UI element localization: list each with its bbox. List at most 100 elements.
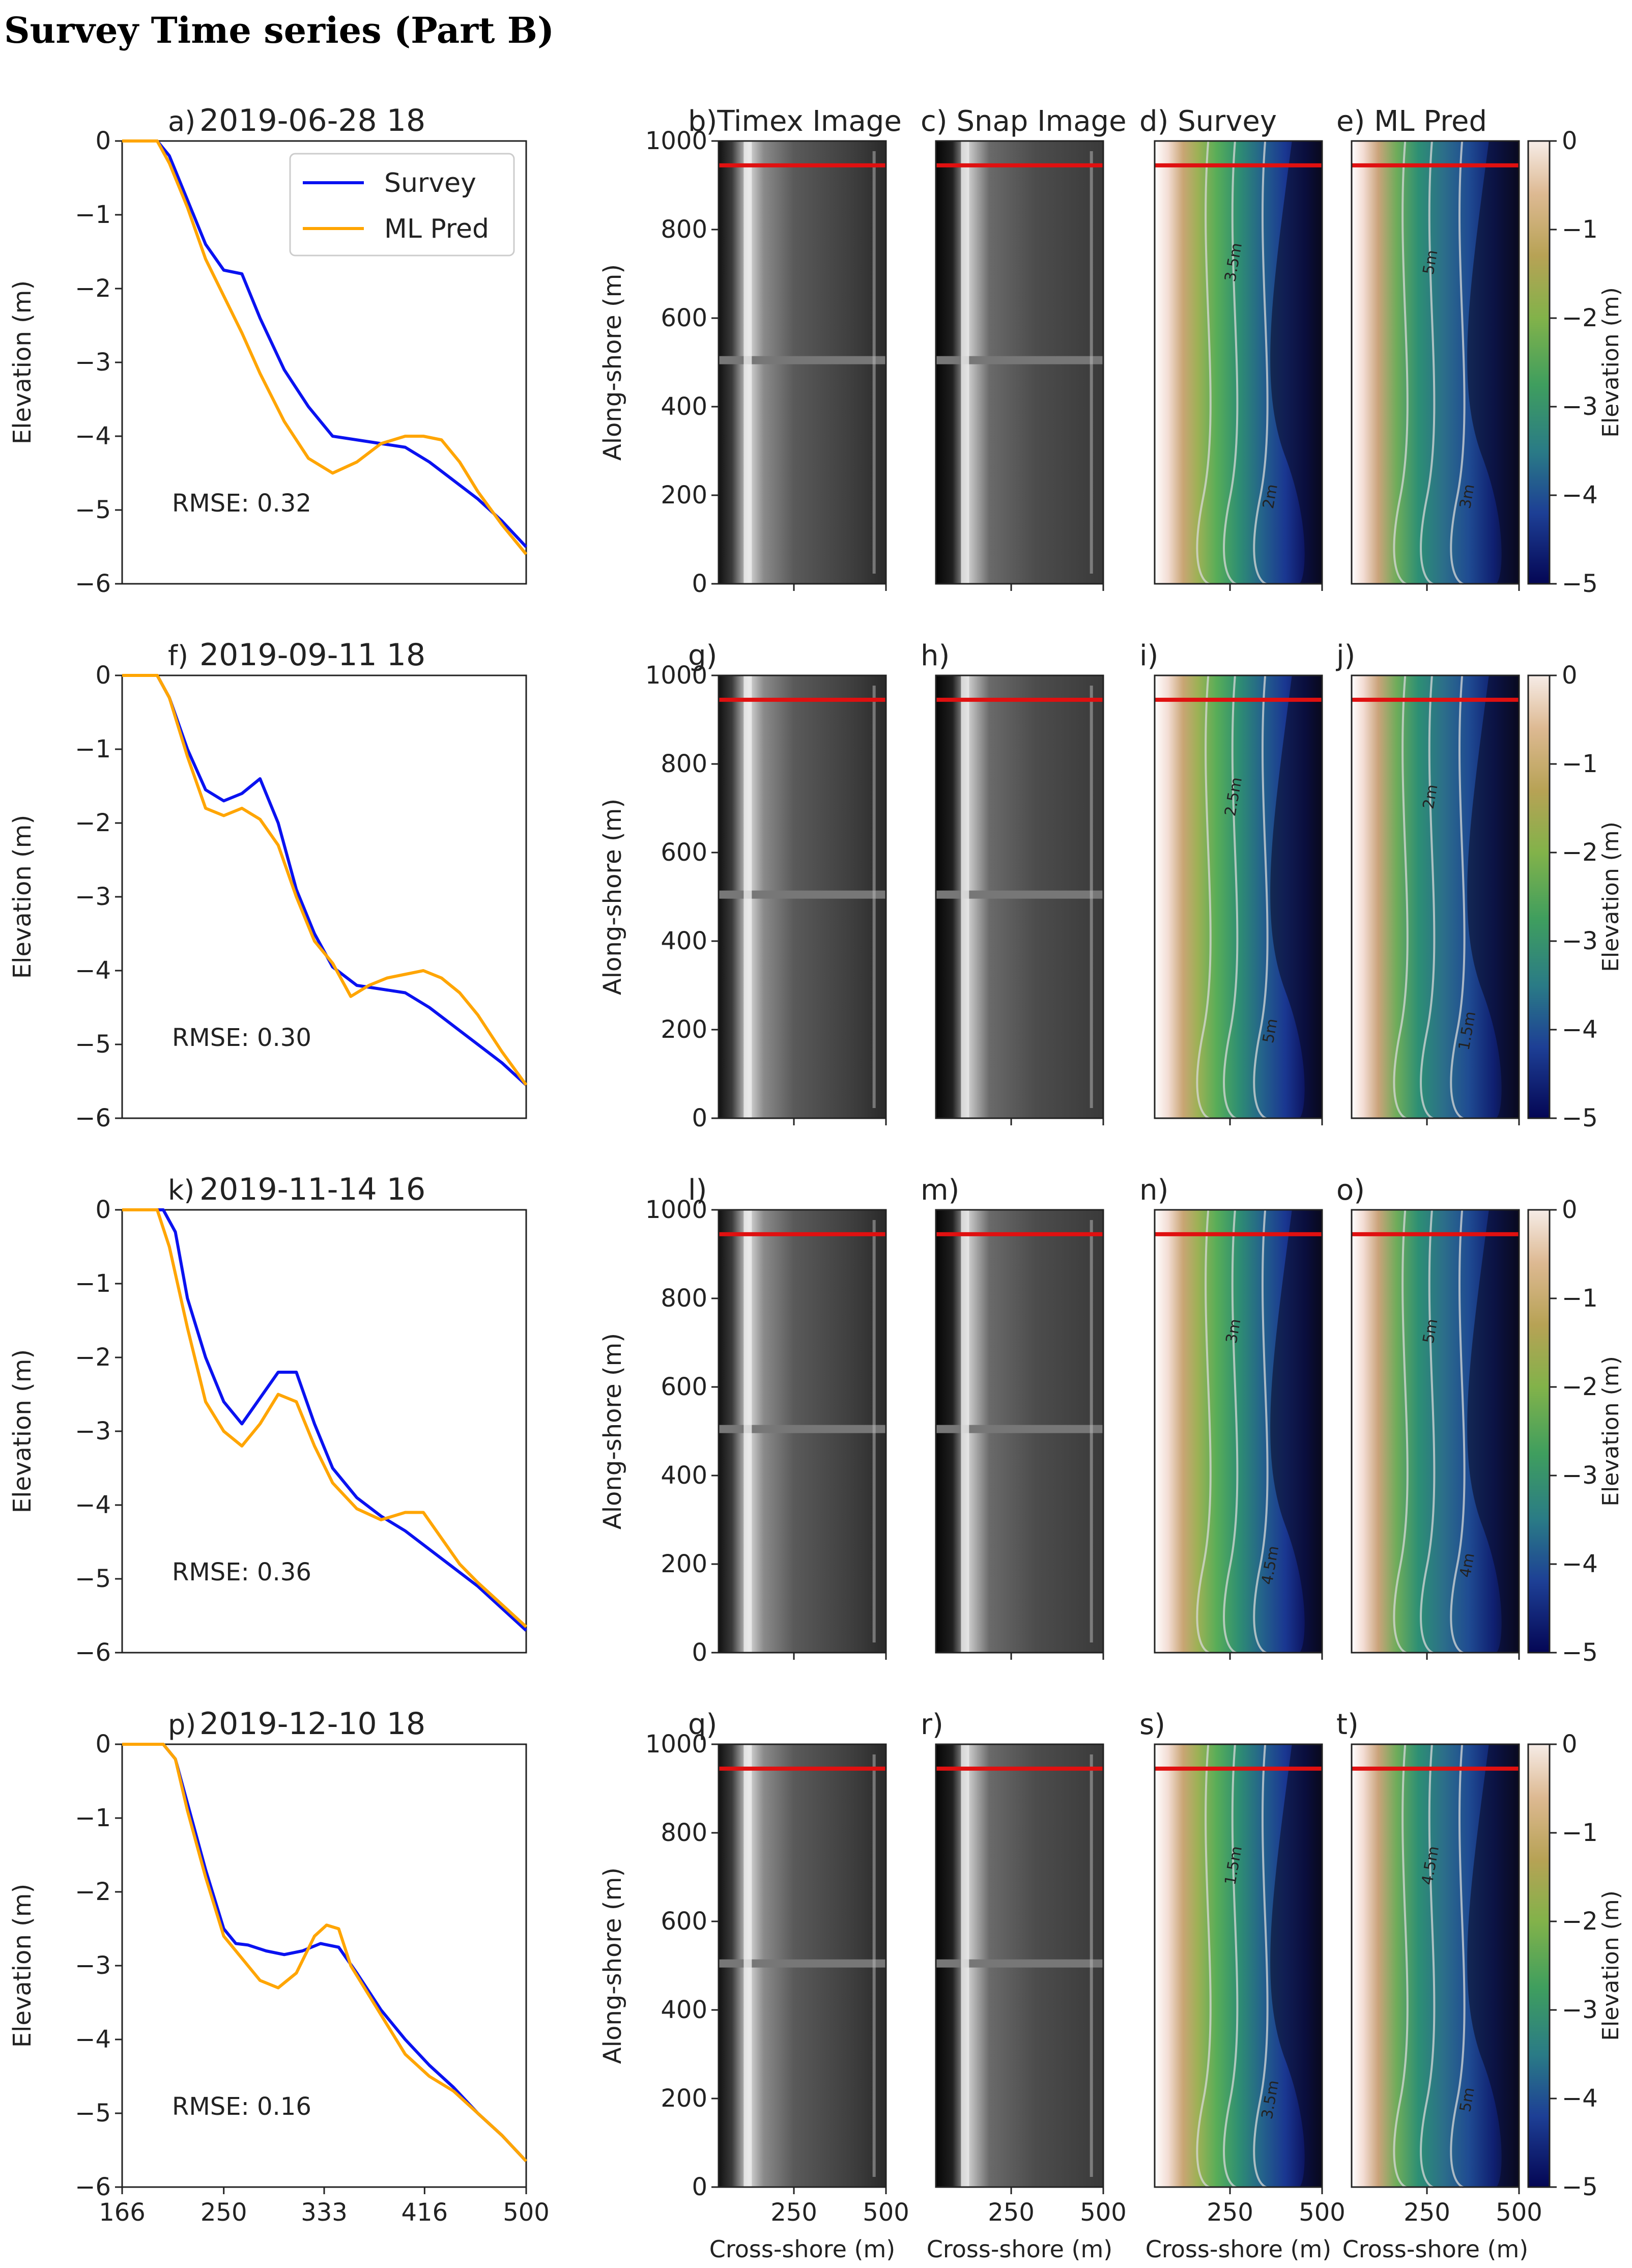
image-title: i) <box>1139 639 1158 672</box>
pier-line <box>936 1959 1103 1968</box>
pier-line <box>936 890 1103 899</box>
y-tick-label: 0 <box>95 1730 111 1759</box>
deep-water-zone <box>1467 141 1519 584</box>
image-frame <box>1351 1209 1520 1654</box>
profile-plot: a) 2019-06-28 18 0 −1 −2 −3 −4 −5 −6 Elevation (m… <box>8 103 528 598</box>
contour-line <box>1223 675 1239 1120</box>
shoreline-strip <box>743 675 752 1118</box>
timex-image-panel: b)Timex Image <box>688 105 902 591</box>
colorbar-tick-label: −5 <box>1562 1638 1598 1667</box>
cross-shore-label: Cross-shore (m) <box>1146 2235 1331 2263</box>
ml-pred-line <box>122 674 528 1086</box>
panel-title: 2019-11-14 16 <box>199 1172 425 1207</box>
image-y-tick-label: 400 <box>661 927 707 955</box>
image-frame <box>1154 1743 1323 2188</box>
y-tick-label: −4 <box>75 956 111 985</box>
image-frame <box>935 674 1104 1119</box>
image-x-tick-label: 500 <box>1496 2198 1542 2227</box>
image-title: g) <box>688 639 717 672</box>
colorbar-label: Elevation (m) <box>1598 287 1624 438</box>
image-title: o) <box>1336 1174 1365 1207</box>
y-tick-label: −1 <box>75 735 111 763</box>
colorbar-ramp <box>1527 140 1551 585</box>
pier-line <box>719 1425 886 1433</box>
colorbar: 0 −1 −2 −3 −4 −5 Elevation (m) <box>1527 1730 1624 2201</box>
contour-line <box>1420 140 1436 585</box>
deep-water-zone <box>1467 1744 1519 2187</box>
image-edge-marks <box>1090 151 1093 574</box>
image-frame <box>718 140 887 585</box>
contour-line <box>1253 140 1269 585</box>
contour-line <box>1450 675 1466 1120</box>
image-y-tick-label: 200 <box>661 1015 707 1044</box>
colorbar-label: Elevation (m) <box>1598 821 1624 972</box>
y-tick-label: −2 <box>75 1343 111 1372</box>
image-title: m) <box>921 1174 959 1207</box>
image-y-tick-label: 400 <box>661 1996 707 2024</box>
colorbar-tick-label: 0 <box>1562 1196 1578 1224</box>
image-frame <box>935 1743 1104 2188</box>
image-y-tick-label: 600 <box>661 838 707 867</box>
panel-letter: a) <box>168 105 195 137</box>
x-tick-label: 166 <box>99 2198 146 2227</box>
y-tick-label: −3 <box>75 1417 111 1445</box>
contour-label: 5m <box>1420 249 1442 276</box>
image-y-tick-label: 400 <box>661 1461 707 1490</box>
image-title: q) <box>688 1708 717 1741</box>
rmse-label: RMSE: 0.32 <box>172 489 311 518</box>
image-x-tick-label: 500 <box>1080 2198 1127 2227</box>
image-y-tick-label: 0 <box>692 2173 707 2201</box>
survey-line <box>122 674 528 1086</box>
ml-pred-line <box>122 139 528 555</box>
snap-image-panel: m) <box>921 1174 1104 1660</box>
colorbar-tick-label: −4 <box>1562 1015 1598 1044</box>
contour-line <box>1393 1209 1409 1654</box>
colorbar-tick-label: −2 <box>1562 838 1598 867</box>
image-y-tick-label: 600 <box>661 1373 707 1401</box>
contour-line <box>1253 675 1269 1120</box>
contour-line <box>1223 1209 1239 1654</box>
image-title: b)Timex Image <box>688 105 902 138</box>
y-tick-label: −2 <box>75 274 111 303</box>
snap-image-panel: h) <box>921 639 1104 1125</box>
y-tick-label: −3 <box>75 1951 111 1980</box>
y-axis-label: Elevation (m) <box>8 815 37 979</box>
along-shore-label: Along-shore (m) <box>598 1867 627 2064</box>
colorbar-tick-label: 0 <box>1562 1730 1578 1759</box>
image-y-tick-label: 1000 <box>645 661 707 690</box>
deep-water-zone <box>1270 141 1322 584</box>
y-tick-label: −6 <box>75 2173 111 2201</box>
y-tick-label: 0 <box>95 1196 111 1224</box>
image-edge-marks <box>872 151 876 574</box>
row-1: a) 2019-06-28 18 0 −1 −2 −3 −4 −5 −6 Elevation (m… <box>8 103 1624 598</box>
shoreline-strip <box>743 1210 752 1653</box>
image-frame <box>935 1209 1104 1654</box>
image-y-tick-label: 1000 <box>645 127 707 155</box>
contour-line <box>1420 1744 1436 2189</box>
pier-line <box>719 356 886 364</box>
colorbar-tick-label: −3 <box>1562 1461 1598 1490</box>
survey-map-panel: 3m4.5mn) <box>1139 1174 1323 1660</box>
y-tick-label: −1 <box>75 1804 111 1832</box>
snap-image-panel: r) 250 500 Cross-shore (m) <box>921 1708 1127 2263</box>
rmse-label: RMSE: 0.36 <box>172 1558 311 1586</box>
contour-line <box>1196 1209 1212 1654</box>
contour-label: 2m <box>1259 483 1281 511</box>
x-tick-label: 500 <box>503 2198 550 2227</box>
contour-line <box>1420 1209 1436 1654</box>
colorbar-tick-label: −3 <box>1562 927 1598 955</box>
colorbar-tick-label: −1 <box>1562 750 1598 778</box>
image-title: l) <box>688 1174 707 1207</box>
y-tick-label: −5 <box>75 496 111 524</box>
y-axis-label: Elevation (m) <box>8 1884 37 2048</box>
cross-shore-label: Cross-shore (m) <box>1342 2235 1528 2263</box>
pier-line <box>936 1425 1103 1433</box>
colorbar-ramp <box>1527 1743 1551 2188</box>
image-y-tick-label: 600 <box>661 1907 707 1936</box>
y-tick-label: −4 <box>75 422 111 450</box>
contour-line <box>1393 675 1409 1120</box>
y-tick-label: 0 <box>95 127 111 155</box>
image-x-tick-label: 500 <box>1299 2198 1345 2227</box>
